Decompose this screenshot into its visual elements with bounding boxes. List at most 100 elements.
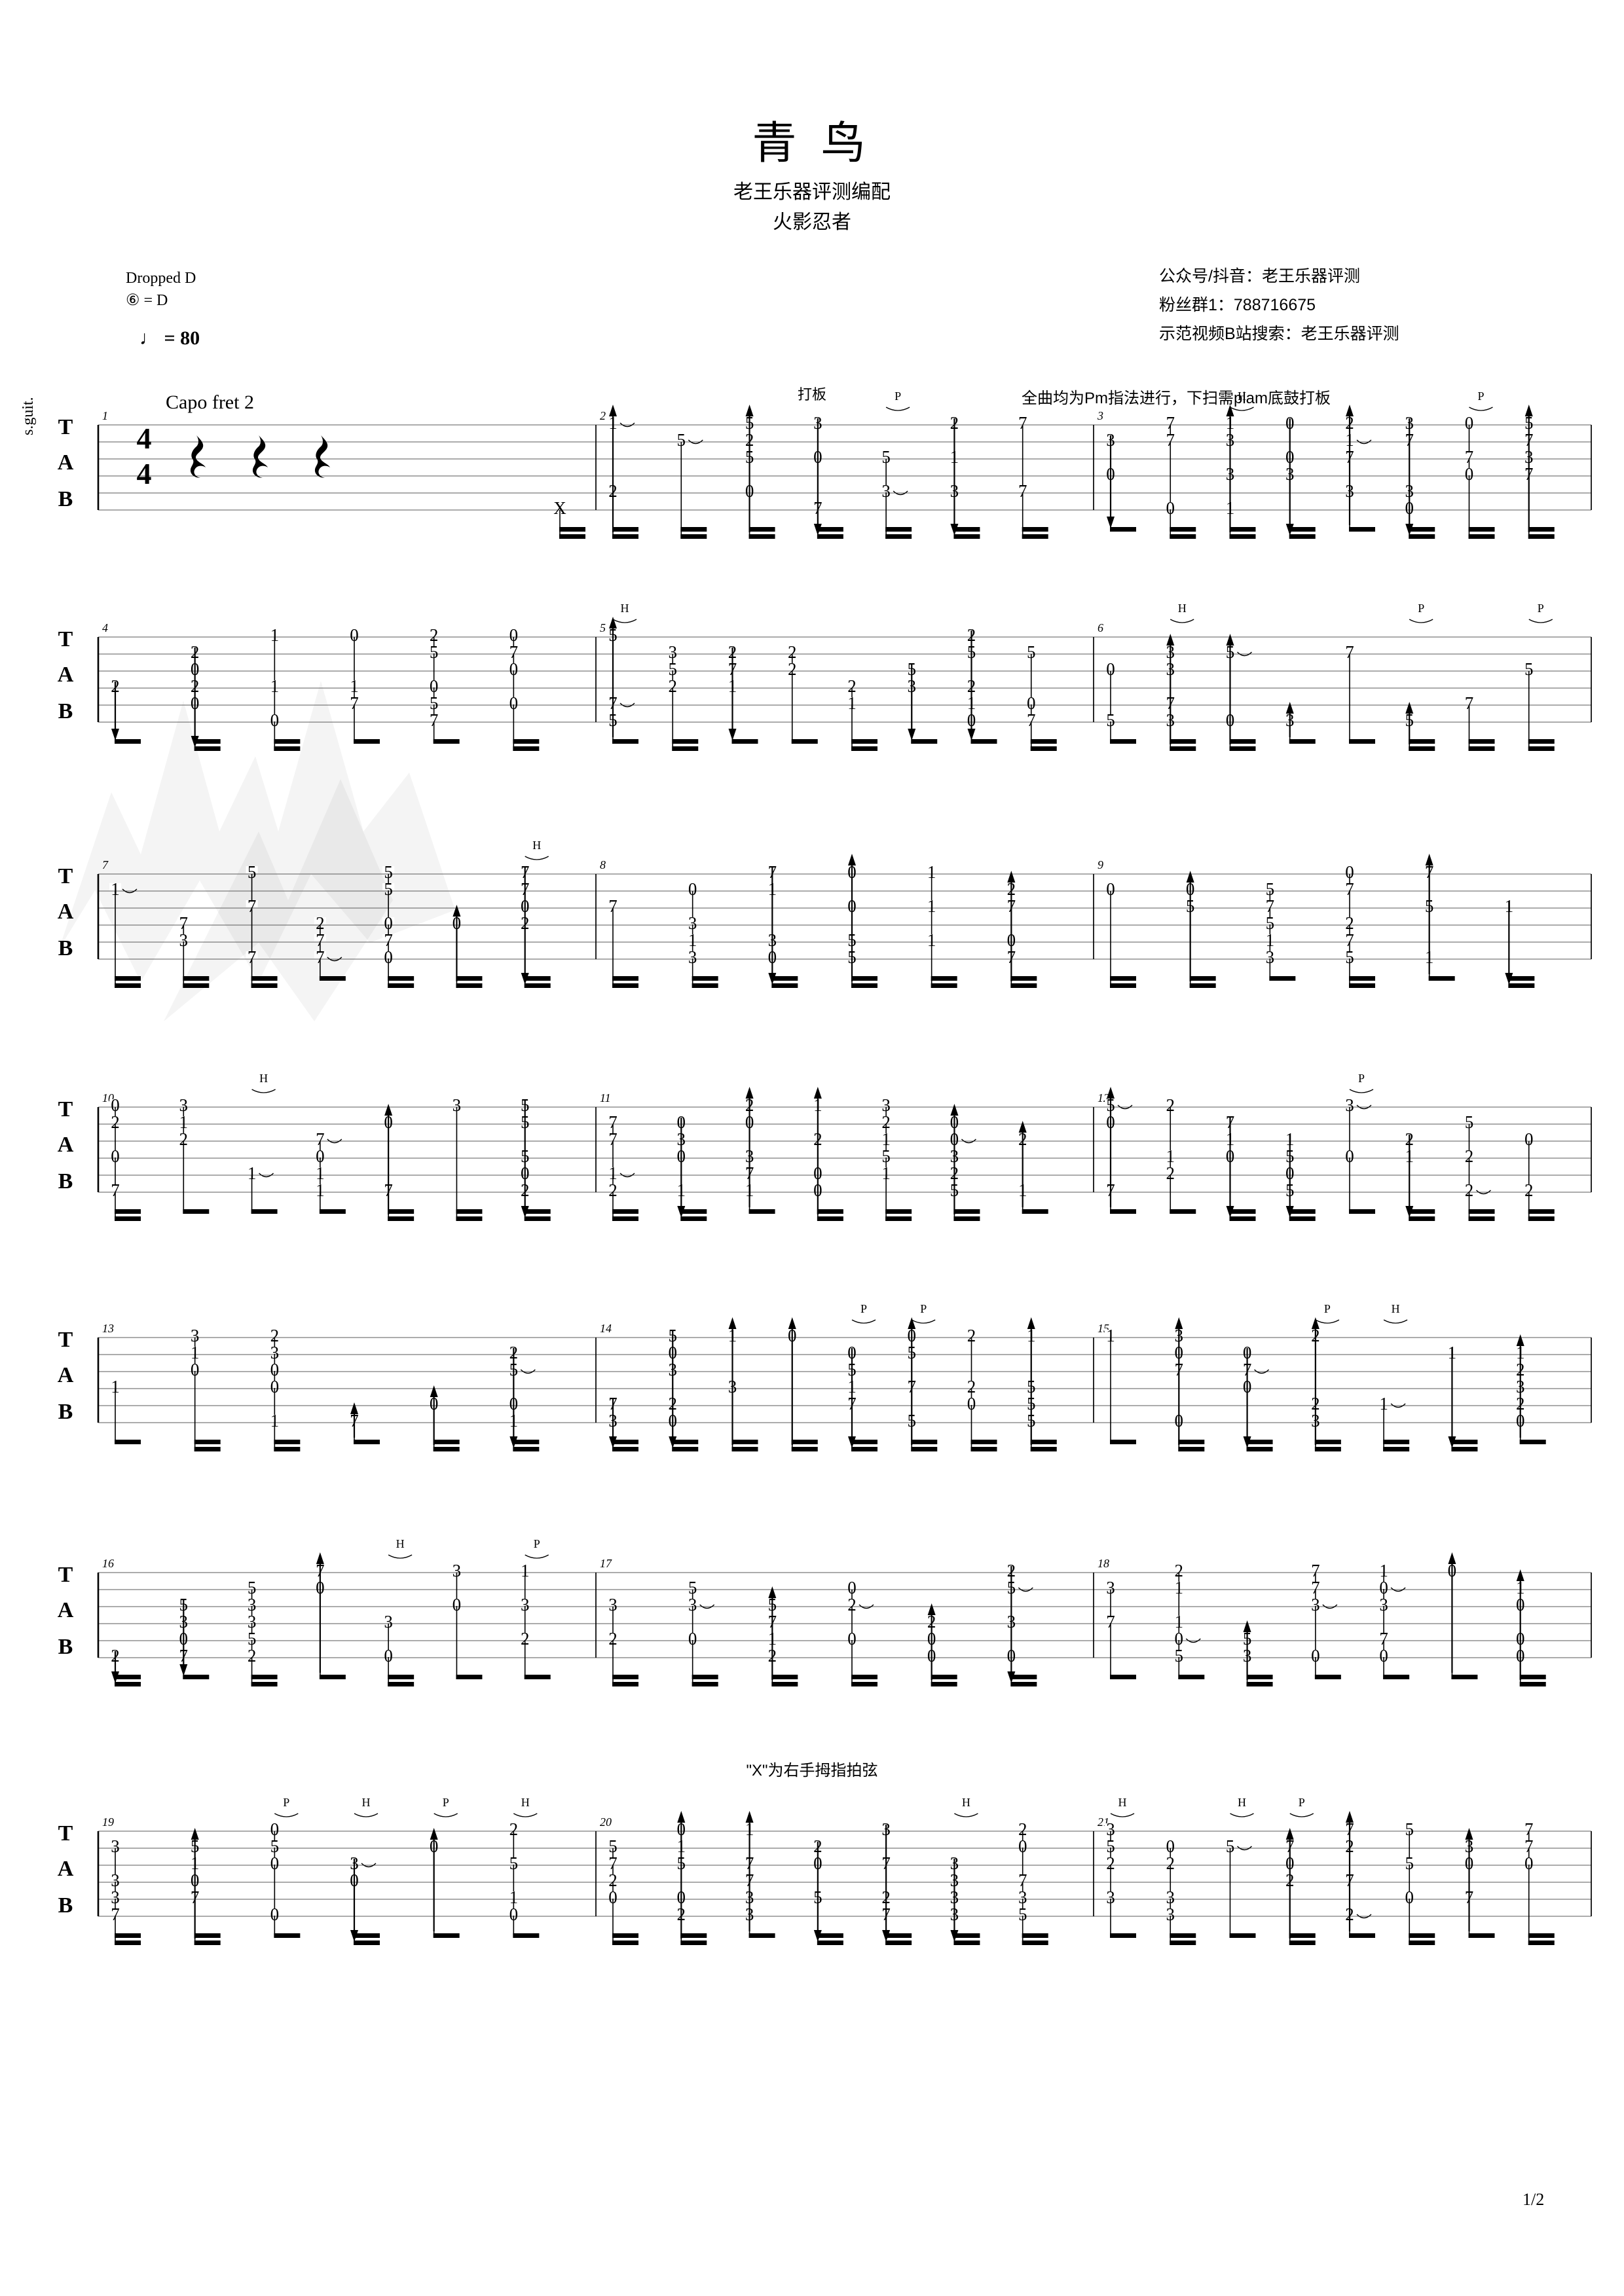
svg-text:T: T (58, 1097, 73, 1121)
svg-text:17: 17 (600, 1557, 612, 1570)
svg-text:2: 2 (248, 1646, 257, 1666)
svg-text:5: 5 (1018, 1904, 1027, 1924)
svg-text:P: P (1324, 1302, 1331, 1315)
svg-text:2: 2 (608, 1180, 618, 1200)
svg-text:0: 0 (1106, 879, 1115, 899)
svg-text:0: 0 (688, 879, 697, 899)
svg-text:H: H (259, 1072, 268, 1085)
svg-text:0: 0 (1379, 1646, 1388, 1666)
svg-text:T: T (58, 1563, 73, 1587)
svg-text:7: 7 (1465, 693, 1474, 713)
svg-text:P: P (1358, 1072, 1365, 1085)
svg-text:1: 1 (270, 1411, 280, 1430)
svg-text:A: A (58, 900, 74, 924)
svg-text:3: 3 (608, 1595, 618, 1614)
svg-text:1: 1 (927, 862, 936, 882)
svg-text:5: 5 (1524, 659, 1534, 679)
svg-text:X: X (553, 498, 566, 518)
svg-text:7: 7 (1018, 481, 1027, 501)
svg-text:5: 5 (1345, 947, 1354, 967)
svg-text:9: 9 (1098, 858, 1103, 871)
svg-text:5: 5 (430, 642, 439, 662)
svg-text:H: H (1392, 1302, 1400, 1315)
svg-text:5: 5 (600, 621, 606, 634)
svg-text:P: P (534, 1537, 540, 1550)
svg-text:7: 7 (316, 947, 325, 967)
svg-text:7: 7 (608, 1129, 618, 1149)
svg-text:3: 3 (1311, 1595, 1320, 1614)
svg-text:2: 2 (847, 1595, 857, 1614)
svg-text:1: 1 (847, 693, 857, 713)
svg-text:5: 5 (1106, 710, 1115, 730)
svg-text:5: 5 (1175, 1646, 1184, 1666)
svg-text:0: 0 (270, 1377, 280, 1396)
svg-text:1: 1 (270, 676, 280, 696)
svg-text:5: 5 (1405, 1819, 1414, 1839)
svg-text:0: 0 (111, 1146, 120, 1166)
svg-text:0: 0 (384, 947, 393, 967)
svg-text:1: 1 (1175, 1578, 1184, 1597)
svg-text:7: 7 (111, 1180, 120, 1200)
svg-text:1: 1 (521, 1561, 530, 1580)
svg-text:2: 2 (1166, 1853, 1175, 1873)
svg-text:0: 0 (452, 1595, 462, 1614)
svg-text:P: P (1299, 1796, 1305, 1809)
svg-text:3: 3 (1379, 1595, 1388, 1614)
svg-text:4: 4 (102, 621, 108, 634)
svg-text:2: 2 (608, 1629, 618, 1649)
svg-text:3: 3 (1345, 1095, 1354, 1115)
svg-text:7: 7 (350, 693, 359, 713)
svg-text:2: 2 (1524, 1180, 1534, 1200)
svg-text:19: 19 (102, 1815, 114, 1829)
svg-text:13: 13 (102, 1322, 114, 1335)
svg-text:H: H (362, 1796, 371, 1809)
svg-text:3: 3 (179, 930, 189, 950)
svg-text:7: 7 (1345, 642, 1354, 662)
svg-text:P: P (443, 1796, 449, 1809)
svg-text:H: H (521, 1796, 530, 1809)
svg-text:0: 0 (1465, 413, 1474, 433)
svg-text:3: 3 (521, 1595, 530, 1614)
svg-text:0: 0 (847, 1629, 857, 1649)
svg-text:3: 3 (1166, 1904, 1175, 1924)
svg-text:1: 1 (111, 879, 120, 899)
svg-text:B: B (58, 699, 73, 723)
svg-text:0: 0 (509, 659, 519, 679)
svg-text:11: 11 (600, 1091, 611, 1104)
svg-text:0: 0 (191, 1360, 200, 1379)
svg-text:0: 0 (509, 1904, 519, 1924)
svg-text:0: 0 (350, 625, 359, 645)
svg-text:7: 7 (248, 896, 257, 916)
svg-text:2: 2 (788, 659, 797, 679)
svg-text:A: A (58, 1598, 74, 1622)
svg-text:0: 0 (688, 1629, 697, 1649)
svg-text:A: A (58, 1363, 74, 1387)
svg-text:0: 0 (270, 1904, 280, 1924)
svg-text:7: 7 (111, 1904, 120, 1924)
svg-text:2: 2 (1166, 1163, 1175, 1183)
svg-text:H: H (1178, 602, 1187, 615)
svg-text:5: 5 (677, 430, 686, 450)
svg-text:P: P (283, 1796, 289, 1809)
svg-text:7: 7 (1166, 430, 1175, 450)
svg-text:P: P (1418, 602, 1424, 615)
svg-text:3: 3 (384, 1612, 393, 1631)
svg-text:1: 1 (102, 409, 108, 422)
svg-text:20: 20 (600, 1815, 612, 1829)
svg-text:T: T (58, 1328, 73, 1352)
svg-text:3: 3 (688, 947, 697, 967)
svg-text:0: 0 (270, 710, 280, 730)
svg-text:2: 2 (669, 676, 678, 696)
svg-text:3: 3 (688, 1595, 697, 1614)
svg-text:P: P (1477, 390, 1484, 403)
svg-text:H: H (1118, 1796, 1127, 1809)
svg-text:T: T (58, 415, 73, 439)
svg-text:4: 4 (137, 422, 152, 455)
svg-text:2: 2 (1166, 1095, 1175, 1115)
svg-text:5: 5 (1226, 1836, 1235, 1856)
svg-text:P: P (860, 1302, 867, 1315)
svg-text:5: 5 (881, 447, 891, 467)
svg-text:H: H (396, 1537, 405, 1550)
svg-text:2: 2 (111, 1112, 120, 1132)
svg-text:1: 1 (1106, 1326, 1115, 1345)
